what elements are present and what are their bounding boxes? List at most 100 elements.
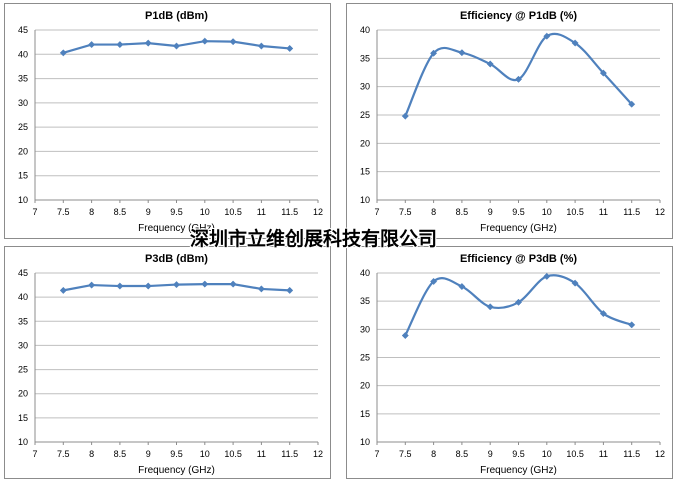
x-tick-label: 7	[32, 449, 37, 459]
x-tick-label: 9.5	[512, 207, 525, 217]
chart-title: P3dB (dBm)	[145, 253, 208, 265]
data-point	[116, 282, 124, 290]
x-tick-label: 10.5	[566, 207, 584, 217]
x-tick-label: 7	[374, 449, 379, 459]
data-point	[88, 281, 96, 289]
x-tick-label: 11	[599, 449, 608, 459]
x-tick-label: 12	[313, 207, 323, 217]
x-tick-label: 12	[655, 449, 665, 459]
data-point	[571, 279, 579, 287]
data-point	[286, 286, 294, 294]
y-tick-label: 15	[360, 409, 370, 419]
x-tick-label: 7.5	[399, 449, 412, 459]
x-tick-label: 9.5	[170, 449, 183, 459]
x-tick-label: 10	[200, 449, 210, 459]
x-tick-label: 12	[313, 449, 323, 459]
x-tick-label: 11	[257, 449, 266, 459]
y-tick-label: 40	[360, 268, 370, 278]
chart-title: P1dB (dBm)	[145, 10, 208, 22]
y-tick-label: 45	[18, 25, 28, 35]
chart-svg: Efficiency @ P1dB (%) 10 15 20 25 30 35 40 7 7.5 8…	[360, 10, 665, 234]
x-tick-label: 11	[599, 207, 608, 217]
chart-p3db: P3dB (dBm) 10 15 20 25 30 35 40 45 7 7.5 8 8.5 9 9.5 10…	[4, 246, 331, 479]
x-axis-label: Frequency (GHz)	[138, 223, 215, 234]
x-tick-label: 12	[655, 207, 665, 217]
y-tick-label: 15	[360, 167, 370, 177]
y-tick-label: 35	[18, 74, 28, 84]
x-tick-label: 8.5	[456, 207, 469, 217]
x-tick-label: 7.5	[399, 207, 412, 217]
y-tick-label: 30	[360, 324, 370, 334]
x-tick-label: 8	[431, 449, 436, 459]
data-point	[486, 60, 494, 68]
data-point	[430, 277, 438, 286]
data-point	[514, 298, 523, 306]
x-tick-label: 9	[146, 449, 151, 459]
data-point	[144, 282, 152, 290]
data-point	[571, 39, 579, 47]
x-tick-label: 11.5	[281, 449, 298, 459]
y-tick-label: 40	[18, 292, 28, 302]
x-tick-label: 10.5	[224, 449, 242, 459]
chart-efficiency-p1db: Efficiency @ P1dB (%) 10 15 20 25 30 35 40 7 7.5 8…	[346, 3, 673, 239]
y-tick-label: 10	[360, 195, 370, 205]
data-point	[172, 281, 181, 289]
x-tick-label: 9.5	[512, 449, 525, 459]
y-tick-label: 40	[18, 49, 28, 59]
x-tick-label: 11	[257, 207, 266, 217]
x-axis-label: Frequency (GHz)	[138, 465, 215, 476]
chart-svg: P1dB (dBm) 10 15 20 25 30 35 40 45 7 7.5 8 8.5 9 9.5 10…	[18, 10, 323, 234]
data-point	[172, 42, 181, 50]
data-point	[543, 272, 551, 280]
data-point	[201, 37, 209, 45]
chart-title: Efficiency @ P3dB (%)	[460, 253, 577, 265]
data-point	[628, 321, 636, 329]
chart-svg: P3dB (dBm) 10 15 20 25 30 35 40 45 7 7.5 8 8.5 9 9.5 10…	[18, 253, 323, 476]
data-point	[543, 32, 551, 40]
y-tick-label: 30	[18, 340, 28, 350]
y-tick-label: 30	[18, 98, 28, 108]
data-point	[628, 100, 636, 108]
y-tick-label: 25	[360, 110, 370, 120]
data-point	[599, 310, 607, 318]
chart-svg: Efficiency @ P3dB (%) 10 15 20 25 30 35 40 7 7.5 8…	[360, 253, 665, 476]
data-point	[59, 49, 67, 57]
y-tick-label: 10	[360, 437, 370, 447]
y-tick-label: 35	[18, 316, 28, 326]
y-tick-label: 35	[360, 53, 370, 63]
chart-title: Efficiency @ P1dB (%)	[460, 10, 577, 22]
y-tick-label: 20	[360, 138, 370, 148]
watermark-text: 深圳市立维创展科技有限公司	[190, 228, 438, 250]
x-tick-label: 11.5	[623, 449, 640, 459]
x-axis-label: Frequency (GHz)	[480, 223, 557, 234]
y-tick-label: 20	[18, 146, 28, 156]
x-tick-label: 10	[542, 449, 552, 459]
x-tick-label: 9	[488, 207, 493, 217]
x-tick-label: 10.5	[566, 449, 584, 459]
y-tick-label: 45	[18, 268, 28, 278]
data-point	[286, 44, 294, 53]
data-point	[458, 282, 466, 291]
y-tick-label: 10	[18, 437, 28, 447]
x-tick-label: 7	[32, 207, 37, 217]
y-tick-label: 25	[18, 122, 28, 132]
x-tick-label: 10	[200, 207, 210, 217]
x-tick-label: 7.5	[57, 449, 70, 459]
chart-p1db: P1dB (dBm) 10 15 20 25 30 35 40 45 7 7.5 8 8.5 9 9.5 10…	[4, 3, 331, 239]
y-tick-label: 30	[360, 82, 370, 92]
data-point	[430, 49, 438, 57]
y-tick-label: 15	[18, 171, 28, 181]
data-point	[401, 331, 409, 340]
x-tick-label: 8	[89, 207, 94, 217]
x-tick-label: 8.5	[114, 449, 127, 459]
x-tick-label: 7.5	[57, 207, 70, 217]
data-point	[599, 69, 607, 77]
data-point	[486, 303, 494, 311]
data-point	[144, 39, 152, 47]
x-tick-label: 8	[89, 449, 94, 459]
data-point	[401, 112, 409, 120]
x-tick-label: 11.5	[281, 207, 298, 217]
data-point	[458, 49, 466, 57]
data-point	[514, 75, 523, 83]
x-tick-label: 10	[542, 207, 552, 217]
